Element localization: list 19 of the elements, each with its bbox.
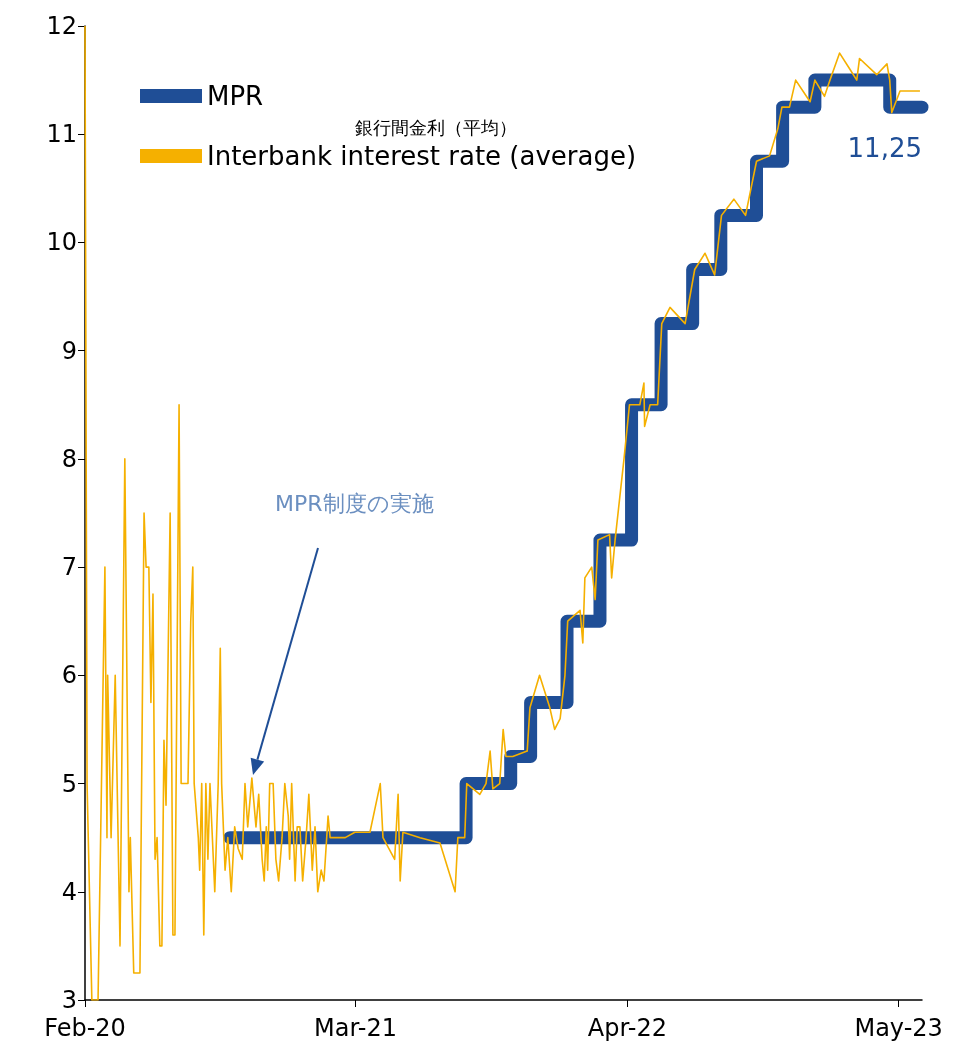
y-tick-label: 4 bbox=[61, 877, 77, 906]
x-tick-label: Mar-21 bbox=[314, 1014, 398, 1042]
y-tick-label: 6 bbox=[61, 661, 77, 690]
y-tick-label: 7 bbox=[61, 553, 77, 582]
y-tick-label: 5 bbox=[61, 769, 77, 798]
y-tick-label: 3 bbox=[61, 986, 77, 1014]
annotation: 銀行間金利（平均） bbox=[355, 116, 517, 138]
legend-label: Interbank interest rate (average) bbox=[207, 141, 637, 171]
legend-label: MPR bbox=[207, 81, 264, 111]
x-tick-label: Apr-22 bbox=[587, 1014, 668, 1042]
x-tick-label: May-23 bbox=[854, 1014, 943, 1042]
y-tick-label: 8 bbox=[61, 444, 77, 473]
annotation: 11,25 bbox=[847, 133, 922, 164]
y-tick-label: 12 bbox=[46, 12, 77, 40]
y-tick-label: 10 bbox=[46, 228, 77, 257]
annotation: MPR制度の実施 bbox=[275, 490, 434, 516]
x-tick-label: Feb-20 bbox=[44, 1014, 126, 1042]
y-tick-label: 9 bbox=[61, 336, 77, 365]
y-tick-label: 11 bbox=[46, 120, 77, 149]
